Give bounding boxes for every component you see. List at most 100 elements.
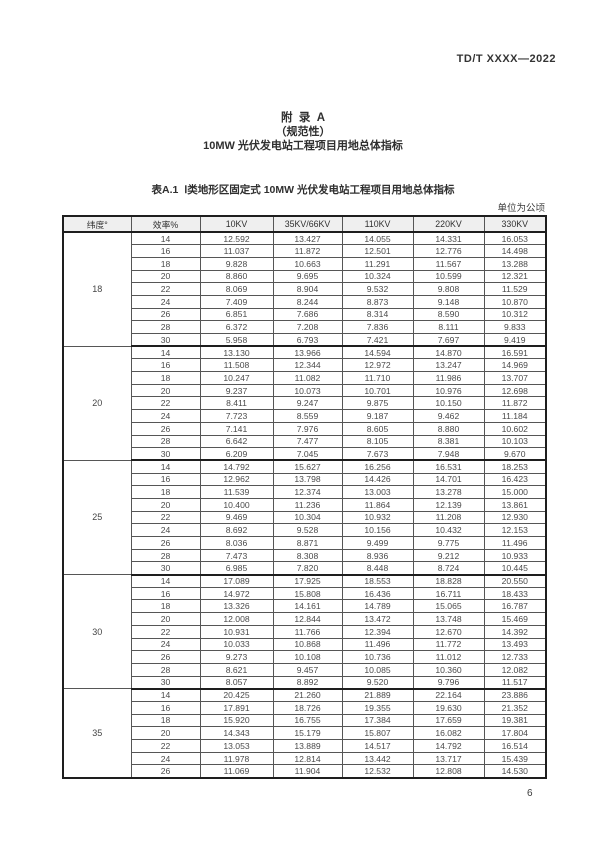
table-row: 16 14.972 15.808 16.436 16.711 18.433 bbox=[63, 586, 547, 601]
value-cell: 10.103 bbox=[483, 434, 547, 449]
latitude-cell: 30 bbox=[62, 574, 132, 690]
page-number: 6 bbox=[527, 788, 533, 799]
value-cell: 17.804 bbox=[483, 726, 547, 740]
value-cell: 13.861 bbox=[483, 497, 547, 512]
value-cell: 8.244 bbox=[272, 294, 343, 309]
efficiency-cell: 28 bbox=[130, 320, 201, 334]
table-row: 20 9.237 10.073 10.701 10.976 12.698 bbox=[63, 383, 547, 398]
value-cell: 14.789 bbox=[341, 599, 414, 614]
table-row: 30 6.209 7.045 7.673 7.948 9.670 bbox=[63, 447, 547, 462]
table-row: 20 8.860 9.695 10.324 10.599 12.321 bbox=[63, 269, 547, 284]
value-cell: 12.394 bbox=[341, 624, 414, 639]
value-cell: 8.724 bbox=[412, 561, 485, 576]
value-cell: 8.860 bbox=[199, 269, 274, 284]
value-cell: 11.539 bbox=[199, 485, 274, 499]
value-cell: 15.000 bbox=[483, 485, 547, 499]
value-cell: 16.256 bbox=[341, 459, 414, 474]
table-row: 18 15.920 16.755 17.384 17.659 19.381 bbox=[63, 713, 547, 728]
value-cell: 10.663 bbox=[272, 256, 343, 271]
value-cell: 10.933 bbox=[483, 548, 547, 563]
value-cell: 11.904 bbox=[272, 764, 343, 779]
value-cell: 10.108 bbox=[272, 650, 343, 664]
value-cell: 19.381 bbox=[483, 713, 547, 728]
value-cell: 10.868 bbox=[272, 637, 343, 652]
value-cell: 10.400 bbox=[199, 497, 274, 512]
value-cell: 17.925 bbox=[272, 574, 343, 588]
value-cell: 8.411 bbox=[199, 396, 274, 411]
value-cell: 9.499 bbox=[341, 536, 414, 550]
value-cell: 13.053 bbox=[199, 739, 274, 753]
value-cell: 12.501 bbox=[341, 244, 414, 258]
value-cell: 10.247 bbox=[199, 371, 274, 385]
value-cell: 9.775 bbox=[412, 536, 485, 550]
value-cell: 6.642 bbox=[199, 434, 274, 449]
table-row: 30 6.985 7.820 8.448 8.724 10.445 bbox=[63, 561, 547, 576]
value-cell: 13.798 bbox=[272, 472, 343, 487]
value-cell: 5.958 bbox=[199, 333, 274, 348]
value-cell: 8.036 bbox=[199, 536, 274, 550]
table-row: 16 11.037 11.872 12.501 12.776 14.498 bbox=[63, 244, 547, 258]
efficiency-cell: 30 bbox=[130, 333, 201, 348]
efficiency-cell: 22 bbox=[130, 510, 201, 525]
doc-number: TD/T XXXX—2022 bbox=[456, 53, 556, 65]
value-cell: 18.828 bbox=[412, 574, 485, 588]
efficiency-cell: 14 bbox=[130, 231, 201, 246]
value-cell: 6.985 bbox=[199, 561, 274, 576]
value-cell: 7.820 bbox=[272, 561, 343, 576]
value-cell: 8.621 bbox=[199, 662, 274, 677]
value-cell: 16.531 bbox=[412, 459, 485, 474]
efficiency-cell: 24 bbox=[130, 637, 201, 652]
value-cell: 19.355 bbox=[341, 700, 414, 715]
efficiency-cell: 18 bbox=[130, 256, 201, 271]
value-cell: 9.187 bbox=[341, 409, 414, 423]
efficiency-cell: 18 bbox=[130, 713, 201, 728]
value-cell: 16.053 bbox=[483, 231, 547, 246]
table-row: 25 14 14.792 15.627 16.256 16.531 18.253 bbox=[62, 459, 547, 576]
value-cell: 6.793 bbox=[272, 333, 343, 348]
value-cell: 20.425 bbox=[199, 688, 274, 702]
column-header-6: 330KV bbox=[483, 215, 547, 233]
value-cell: 12.321 bbox=[483, 269, 547, 284]
value-cell: 7.948 bbox=[412, 447, 485, 462]
value-cell: 8.892 bbox=[272, 675, 343, 690]
value-cell: 11.496 bbox=[341, 637, 414, 652]
efficiency-cell: 14 bbox=[130, 688, 201, 702]
value-cell: 13.472 bbox=[341, 612, 414, 626]
table-row: 30 14 17.089 17.925 18.553 18.828 20.550 bbox=[62, 574, 547, 690]
efficiency-cell: 22 bbox=[130, 282, 201, 296]
value-cell: 11.986 bbox=[412, 371, 485, 385]
value-cell: 8.448 bbox=[341, 561, 414, 576]
value-cell: 13.493 bbox=[483, 637, 547, 652]
value-cell: 14.426 bbox=[341, 472, 414, 487]
value-cell: 21.260 bbox=[272, 688, 343, 702]
value-cell: 9.457 bbox=[272, 662, 343, 677]
value-cell: 9.212 bbox=[412, 548, 485, 563]
efficiency-cell: 20 bbox=[130, 612, 201, 626]
table-row: 16 17.891 18.726 19.355 19.630 21.352 bbox=[63, 700, 547, 715]
value-cell: 10.736 bbox=[341, 650, 414, 664]
latitude-cell: 25 bbox=[62, 459, 132, 576]
table-row: 24 7.723 8.559 9.187 9.462 11.184 bbox=[63, 409, 547, 423]
value-cell: 10.931 bbox=[199, 624, 274, 639]
value-cell: 14.392 bbox=[483, 624, 547, 639]
efficiency-cell: 30 bbox=[130, 447, 201, 462]
table-header: 纬度° 效率% 10KV 35KV/66KV 110KV 220KV 330KV bbox=[62, 215, 547, 233]
efficiency-cell: 18 bbox=[130, 599, 201, 614]
value-cell: 12.698 bbox=[483, 383, 547, 398]
value-cell: 10.156 bbox=[341, 523, 414, 537]
value-cell: 14.792 bbox=[412, 739, 485, 753]
value-cell: 9.532 bbox=[341, 282, 414, 296]
value-cell: 11.069 bbox=[199, 764, 274, 779]
value-cell: 6.851 bbox=[199, 307, 274, 322]
value-cell: 9.828 bbox=[199, 256, 274, 271]
value-cell: 14.331 bbox=[412, 231, 485, 246]
value-cell: 12.844 bbox=[272, 612, 343, 626]
efficiency-cell: 16 bbox=[130, 358, 201, 373]
efficiency-cell: 24 bbox=[130, 409, 201, 423]
value-cell: 12.139 bbox=[412, 497, 485, 512]
value-cell: 10.304 bbox=[272, 510, 343, 525]
value-cell: 10.360 bbox=[412, 662, 485, 677]
value-cell: 12.972 bbox=[341, 358, 414, 373]
table-row: 28 8.621 9.457 10.085 10.360 12.082 bbox=[63, 662, 547, 677]
value-cell: 12.808 bbox=[412, 764, 485, 779]
